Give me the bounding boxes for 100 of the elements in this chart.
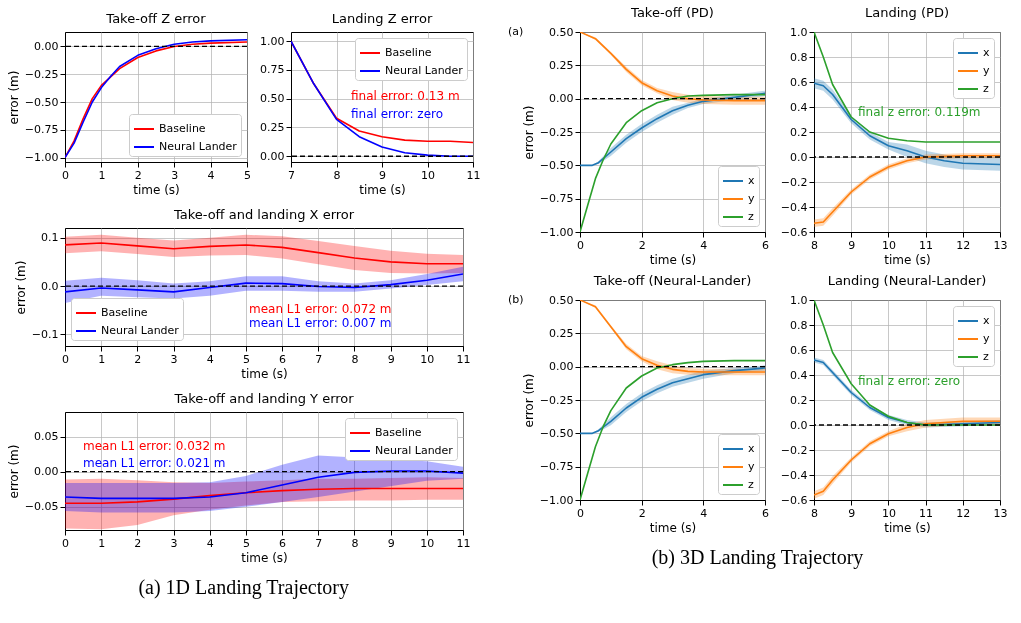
x-axis-title: time (s) bbox=[649, 252, 697, 267]
annotation: final error: zero bbox=[351, 107, 444, 121]
y-tick-label: 0.0 bbox=[790, 418, 808, 432]
legend-label: x bbox=[983, 314, 990, 327]
y-tick-label: 0.8 bbox=[790, 50, 808, 64]
y-tick-label: 0.75 bbox=[260, 63, 285, 77]
annotation: final error: 0.13 m bbox=[351, 89, 460, 103]
x-tick-label: 10 bbox=[420, 536, 435, 550]
x-tick-label: 1 bbox=[98, 536, 106, 550]
x-tick-label: 10 bbox=[421, 168, 435, 182]
y-tick-label: 0.25 bbox=[549, 326, 574, 340]
y-tick-label: 0.00 bbox=[260, 149, 285, 163]
legend-label: y bbox=[748, 192, 755, 205]
x-axis-title: time (s) bbox=[649, 520, 697, 535]
legend-label: x bbox=[983, 46, 990, 59]
y-tick-label: 0.0 bbox=[41, 279, 59, 293]
y-tick-label: 0.25 bbox=[549, 58, 574, 72]
text: (a) bbox=[508, 25, 524, 38]
y-tick-label: −0.6 bbox=[780, 225, 808, 239]
text: (b) bbox=[508, 293, 524, 306]
y-tick-label: 0.2 bbox=[790, 125, 808, 139]
chart-title: Landing (PD) bbox=[865, 5, 949, 20]
x-tick-label: 1 bbox=[98, 352, 106, 366]
x-tick-label: 2 bbox=[638, 238, 646, 252]
x-tick-label: 5 bbox=[244, 168, 251, 182]
y-axis-title: error (m) bbox=[521, 105, 536, 160]
x-tick-label: 3 bbox=[171, 168, 179, 182]
x-tick-label: 6 bbox=[762, 506, 769, 520]
x-tick-label: 8 bbox=[351, 352, 359, 366]
y-tick-label: −1.00 bbox=[539, 225, 574, 239]
annotation: mean L1 error: 0.032 m bbox=[83, 439, 226, 453]
x-tick-label: 9 bbox=[387, 536, 395, 550]
y-tick-label: 0.50 bbox=[549, 293, 574, 307]
x-tick-label: 0 bbox=[62, 168, 69, 182]
legend-label: y bbox=[983, 332, 990, 345]
x-tick-label: 9 bbox=[848, 506, 856, 520]
line-series bbox=[65, 242, 463, 265]
x-tick-label: 7 bbox=[288, 168, 295, 182]
annotation: mean L1 error: 0.007 m bbox=[249, 316, 392, 330]
y-tick-label: 0.50 bbox=[549, 25, 574, 39]
x-tick-label: 2 bbox=[134, 352, 142, 366]
x-tick-label: 7 bbox=[315, 536, 323, 550]
text: (b) 3D Landing Trajectory bbox=[651, 545, 864, 569]
y-tick-label: −0.25 bbox=[24, 67, 59, 81]
annotation: final z error: zero bbox=[858, 374, 961, 388]
x-tick-label: 4 bbox=[700, 506, 708, 520]
x-tick-label: 2 bbox=[134, 536, 142, 550]
chart-title: Landing (Neural-Lander) bbox=[827, 273, 987, 288]
legend-label: Baseline bbox=[159, 122, 206, 135]
legend-label: z bbox=[983, 350, 989, 363]
x-axis-title: time (s) bbox=[241, 366, 288, 381]
y-tick-label: −1.00 bbox=[539, 493, 574, 507]
chart-title: Take-off (Neural-Lander) bbox=[592, 273, 752, 288]
y-tick-label: 0.0 bbox=[790, 150, 808, 164]
chart-title: Landing Z error bbox=[331, 11, 433, 26]
x-tick-label: 11 bbox=[919, 238, 934, 252]
x-tick-label: 11 bbox=[456, 536, 471, 550]
x-tick-label: 10 bbox=[881, 238, 896, 252]
y-tick-label: −0.6 bbox=[780, 493, 808, 507]
x-tick-label: 2 bbox=[134, 168, 142, 182]
legend-label: y bbox=[983, 64, 990, 77]
legend-label: Baseline bbox=[385, 46, 432, 59]
x-tick-label: 13 bbox=[993, 506, 1008, 520]
y-tick-label: 0.4 bbox=[790, 368, 808, 382]
x-axis-title: time (s) bbox=[884, 252, 931, 267]
x-tick-label: 11 bbox=[919, 506, 934, 520]
x-tick-label: 4 bbox=[700, 238, 708, 252]
y-tick-label: 0.05 bbox=[34, 430, 59, 444]
x-tick-label: 8 bbox=[351, 536, 359, 550]
annotation: mean L1 error: 0.072 m bbox=[249, 302, 392, 316]
y-tick-label: 1.0 bbox=[790, 293, 808, 307]
x-tick-label: 5 bbox=[242, 352, 250, 366]
x-tick-label: 9 bbox=[387, 352, 395, 366]
legend-label: Neural Lander bbox=[385, 64, 464, 77]
y-tick-label: 0.2 bbox=[790, 393, 808, 407]
legend-label: z bbox=[983, 82, 989, 95]
x-tick-label: 8 bbox=[811, 238, 818, 252]
x-tick-label: 1 bbox=[98, 168, 106, 182]
y-tick-label: 0.1 bbox=[41, 231, 59, 245]
x-tick-label: 4 bbox=[206, 352, 214, 366]
y-tick-label: 0.6 bbox=[790, 75, 808, 89]
y-tick-label: −0.50 bbox=[539, 158, 574, 172]
legend-label: Neural Lander bbox=[159, 140, 238, 153]
y-tick-label: −0.2 bbox=[780, 443, 808, 457]
x-tick-label: 6 bbox=[279, 536, 287, 550]
legend-label: y bbox=[748, 460, 755, 473]
y-axis-title: error (m) bbox=[521, 373, 536, 428]
x-tick-label: 3 bbox=[170, 352, 178, 366]
x-axis-title: time (s) bbox=[241, 550, 288, 565]
chart-title: Take-off Z error bbox=[105, 11, 207, 26]
y-axis-title: error (m) bbox=[6, 444, 21, 499]
y-tick-label: −0.25 bbox=[539, 125, 574, 139]
y-tick-label: −0.05 bbox=[24, 500, 59, 514]
y-tick-label: 0.00 bbox=[34, 465, 59, 479]
x-tick-label: 12 bbox=[956, 238, 971, 252]
x-tick-label: 3 bbox=[170, 536, 178, 550]
x-axis-title: time (s) bbox=[133, 182, 180, 197]
x-tick-label: 10 bbox=[420, 352, 435, 366]
x-tick-label: 8 bbox=[811, 506, 818, 520]
x-axis-title: time (s) bbox=[359, 182, 406, 197]
